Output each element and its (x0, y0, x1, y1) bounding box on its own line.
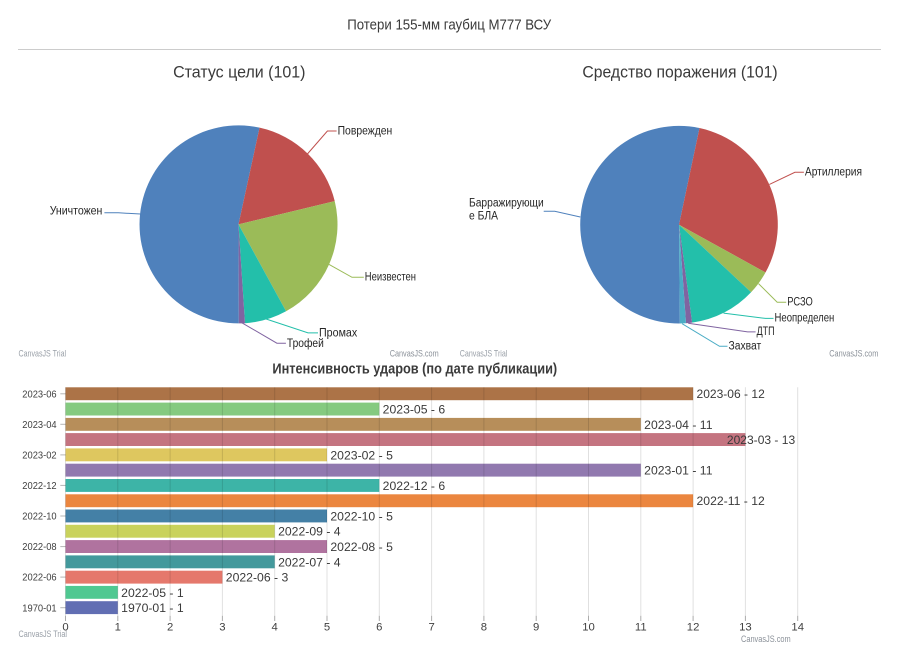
svg-text:2023-01 - 11: 2023-01 - 11 (644, 464, 713, 478)
svg-text:5: 5 (324, 622, 330, 634)
svg-text:2023-06: 2023-06 (22, 389, 57, 400)
svg-text:Артиллерия: Артиллерия (805, 167, 862, 179)
svg-text:Статус цели (101): Статус цели (101) (173, 63, 305, 82)
svg-text:7: 7 (428, 622, 434, 634)
svg-text:Средство поражения (101): Средство поражения (101) (582, 63, 777, 82)
svg-text:2: 2 (167, 622, 173, 634)
svg-text:CanvasJS Trial: CanvasJS Trial (19, 629, 68, 639)
svg-text:CanvasJS Trial: CanvasJS Trial (460, 348, 508, 358)
svg-text:2022-12: 2022-12 (22, 481, 57, 492)
svg-text:2022-12 - 6: 2022-12 - 6 (383, 479, 446, 493)
svg-text:6: 6 (376, 622, 382, 634)
svg-text:2022-07 - 4: 2022-07 - 4 (278, 555, 341, 569)
svg-text:12: 12 (687, 622, 700, 634)
svg-text:CanvasJS.com: CanvasJS.com (741, 634, 791, 644)
svg-text:2022-08: 2022-08 (22, 542, 57, 553)
svg-text:2022-10 - 5: 2022-10 - 5 (330, 509, 393, 523)
svg-text:1: 1 (115, 622, 121, 634)
svg-text:2022-09 - 4: 2022-09 - 4 (278, 525, 341, 539)
svg-text:CanvasJS.com: CanvasJS.com (829, 348, 878, 358)
svg-text:Неопределен: Неопределен (775, 312, 835, 324)
svg-text:Неизвестен: Неизвестен (365, 272, 416, 284)
svg-text:1970-01 - 1: 1970-01 - 1 (121, 601, 184, 615)
svg-text:4: 4 (272, 622, 278, 634)
svg-text:2022-10: 2022-10 (22, 512, 57, 523)
svg-text:3: 3 (219, 622, 225, 634)
svg-text:8: 8 (481, 622, 487, 634)
svg-text:2022-06: 2022-06 (22, 573, 57, 584)
svg-text:Интенсивность ударов (по дате: Интенсивность ударов (по дате публикации… (272, 362, 557, 378)
svg-text:CanvasJS.com: CanvasJS.com (390, 348, 439, 358)
svg-text:CanvasJS Trial: CanvasJS Trial (19, 348, 67, 358)
svg-text:ДТП: ДТП (757, 326, 775, 338)
svg-text:2023-05 - 6: 2023-05 - 6 (383, 402, 446, 416)
svg-text:2023-06 - 12: 2023-06 - 12 (697, 387, 766, 401)
svg-text:Потери 155-мм гаубиц М777 ВСУ: Потери 155-мм гаубиц М777 ВСУ (347, 17, 551, 34)
svg-text:2022-11 - 12: 2022-11 - 12 (697, 494, 766, 508)
svg-text:0: 0 (62, 622, 68, 634)
svg-text:2023-02: 2023-02 (22, 451, 57, 462)
svg-text:Трофей: Трофей (287, 338, 324, 350)
svg-text:2023-04: 2023-04 (22, 420, 57, 431)
svg-text:13: 13 (739, 622, 752, 634)
svg-text:2022-08 - 5: 2022-08 - 5 (330, 540, 393, 554)
svg-text:Захват: Захват (729, 340, 762, 352)
svg-text:Поврежден: Поврежден (338, 126, 393, 138)
svg-text:Барражирующи: Барражирующи (469, 198, 544, 210)
svg-text:е БЛА: е БЛА (469, 211, 498, 223)
svg-text:2022-05 - 1: 2022-05 - 1 (121, 586, 184, 600)
svg-text:2023-02 - 5: 2023-02 - 5 (330, 448, 393, 462)
svg-text:Промах: Промах (319, 328, 357, 340)
svg-text:14: 14 (791, 622, 804, 634)
svg-text:Уничтожен: Уничтожен (50, 206, 103, 218)
svg-text:2023-03 - 13: 2023-03 - 13 (727, 433, 796, 447)
svg-text:9: 9 (533, 622, 539, 634)
svg-text:10: 10 (582, 622, 595, 634)
svg-text:РСЗО: РСЗО (787, 297, 813, 309)
svg-text:11: 11 (635, 622, 647, 634)
svg-text:2023-04 - 11: 2023-04 - 11 (644, 418, 713, 432)
svg-text:2022-06 - 3: 2022-06 - 3 (226, 571, 289, 585)
svg-text:1970-01: 1970-01 (22, 603, 57, 614)
